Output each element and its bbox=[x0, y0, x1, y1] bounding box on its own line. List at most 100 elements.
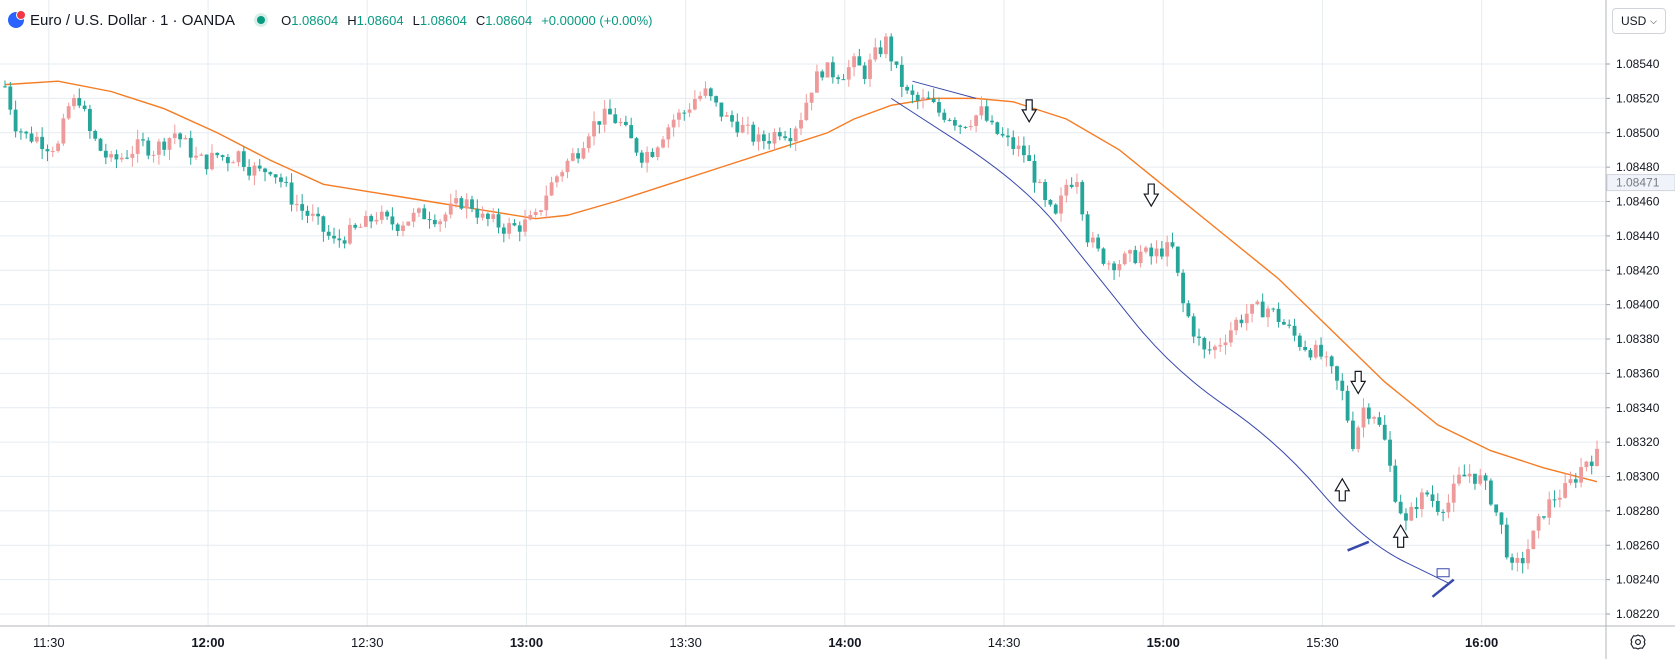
candle-body bbox=[337, 238, 342, 241]
candle-body bbox=[1382, 424, 1387, 440]
candle bbox=[1526, 539, 1530, 570]
candle bbox=[390, 207, 395, 231]
candle-body bbox=[496, 214, 501, 228]
candle-body bbox=[910, 90, 915, 95]
candle-body bbox=[661, 139, 665, 148]
candle bbox=[830, 56, 835, 84]
candle bbox=[613, 108, 618, 124]
candle bbox=[825, 62, 830, 78]
candle-body bbox=[1345, 390, 1350, 421]
candle-body bbox=[167, 138, 172, 150]
moving-average-line bbox=[4, 80, 1598, 483]
candle-body bbox=[952, 119, 957, 126]
candle bbox=[77, 88, 82, 109]
symbol-title[interactable]: Euro / U.S. Dollar · 1 · OANDA bbox=[30, 11, 236, 29]
candle bbox=[724, 111, 729, 117]
candle bbox=[586, 133, 591, 153]
candle bbox=[772, 128, 777, 151]
candle-body bbox=[958, 125, 963, 127]
candle bbox=[257, 159, 262, 172]
candle-body bbox=[1377, 417, 1382, 425]
candle-body bbox=[77, 97, 82, 106]
candle-body bbox=[597, 121, 602, 125]
candle-body bbox=[1515, 557, 1520, 563]
candle-body bbox=[815, 71, 819, 93]
candle bbox=[1494, 504, 1499, 516]
candle-body bbox=[395, 224, 400, 231]
candle-body bbox=[1165, 242, 1170, 257]
candle-body bbox=[560, 172, 565, 177]
candle bbox=[1133, 245, 1138, 265]
candle bbox=[889, 33, 894, 71]
candle bbox=[438, 218, 443, 232]
candle-body bbox=[1319, 344, 1323, 357]
candle bbox=[570, 148, 575, 162]
candle bbox=[231, 160, 236, 164]
candle bbox=[549, 176, 554, 197]
candle bbox=[1181, 269, 1185, 313]
candle-body bbox=[1451, 483, 1456, 503]
candle-body bbox=[1218, 345, 1223, 347]
candle bbox=[857, 49, 862, 66]
candle bbox=[1520, 551, 1525, 574]
candle-body bbox=[968, 125, 973, 128]
candle-body bbox=[390, 216, 395, 225]
candle-body bbox=[682, 112, 687, 114]
candle bbox=[507, 217, 512, 240]
candle bbox=[645, 146, 650, 173]
gear-icon[interactable] bbox=[1628, 632, 1648, 652]
candle-body bbox=[1350, 420, 1355, 449]
candle bbox=[777, 127, 782, 141]
candle-body bbox=[1388, 439, 1392, 466]
candle bbox=[1080, 179, 1085, 221]
globe-icon[interactable] bbox=[8, 10, 26, 28]
candle-body bbox=[1552, 499, 1557, 501]
candle bbox=[411, 208, 416, 228]
candle-body bbox=[1191, 316, 1196, 337]
candle-body bbox=[1488, 480, 1493, 505]
candle bbox=[199, 152, 204, 157]
candle-body bbox=[581, 148, 586, 159]
candle bbox=[395, 222, 400, 236]
candle bbox=[1122, 251, 1127, 266]
candle bbox=[714, 95, 719, 107]
candle bbox=[655, 145, 660, 161]
candle-body bbox=[878, 47, 883, 55]
candle-body bbox=[1536, 516, 1541, 531]
candle bbox=[141, 132, 145, 147]
candle-body bbox=[348, 224, 352, 244]
candle-body bbox=[178, 133, 183, 140]
candle bbox=[1340, 373, 1345, 401]
x-tick-label: 11:30 bbox=[33, 635, 65, 650]
candle bbox=[1006, 128, 1010, 147]
candle bbox=[470, 195, 474, 213]
candle bbox=[1430, 485, 1435, 508]
candle bbox=[873, 38, 878, 62]
candle bbox=[119, 153, 124, 163]
candle-body bbox=[199, 154, 204, 156]
currency-button[interactable]: USD ⌵ bbox=[1612, 8, 1666, 34]
y-tick-label: 1.08280 bbox=[1616, 504, 1660, 518]
candle-body bbox=[284, 181, 289, 183]
candle bbox=[1292, 318, 1297, 342]
candle bbox=[1388, 431, 1392, 472]
candle bbox=[533, 208, 538, 218]
candle bbox=[1515, 552, 1520, 572]
candle-body bbox=[1101, 248, 1106, 264]
candle-body bbox=[342, 240, 347, 244]
candle bbox=[406, 221, 411, 227]
candle bbox=[666, 124, 671, 148]
candle-body bbox=[1106, 263, 1111, 265]
candle bbox=[1213, 344, 1217, 359]
candle bbox=[1329, 355, 1334, 374]
candle-body bbox=[66, 106, 71, 119]
candle bbox=[1112, 261, 1117, 280]
candle-body bbox=[1128, 250, 1132, 254]
candle bbox=[125, 149, 129, 160]
candle-body bbox=[1154, 248, 1159, 257]
candle bbox=[1075, 173, 1079, 194]
candle-body bbox=[894, 61, 899, 65]
candle bbox=[1106, 260, 1111, 270]
candle bbox=[305, 205, 310, 224]
